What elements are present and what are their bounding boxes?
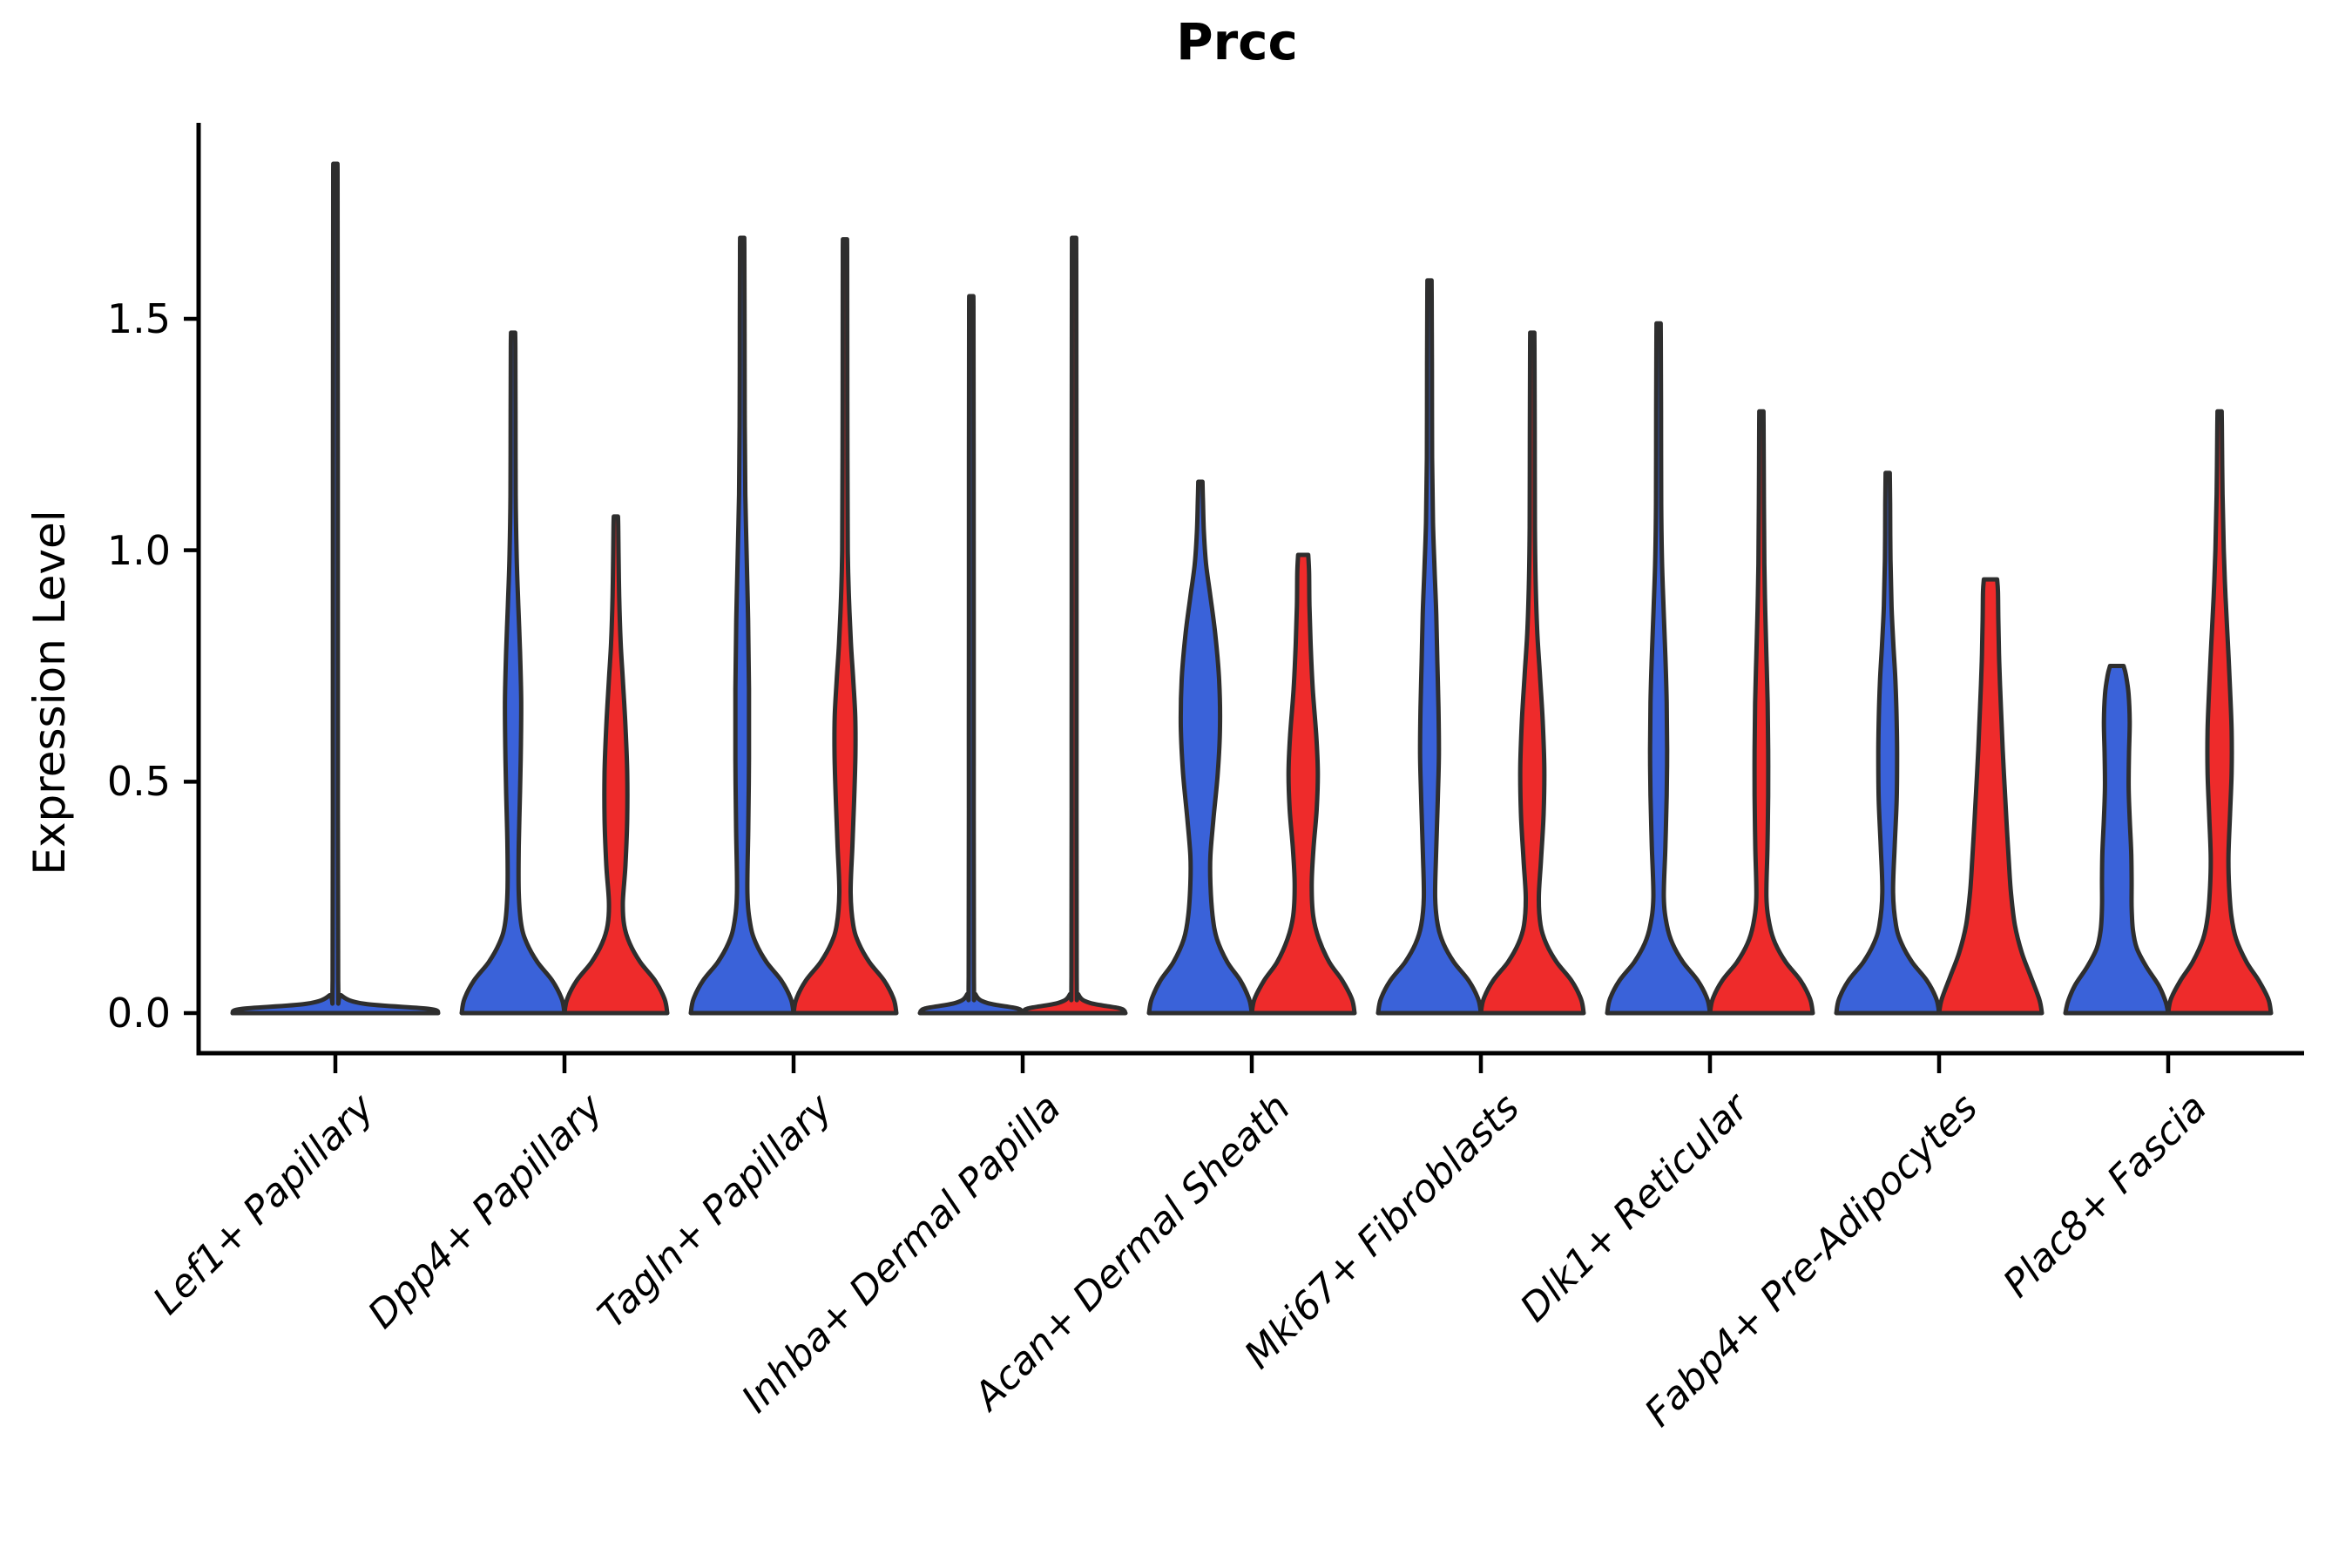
violin-condition-blue-cat1 xyxy=(459,330,567,1016)
violin-condition-blue-cat7 xyxy=(1834,470,1942,1016)
violin-condition-red-cat2 xyxy=(791,237,899,1016)
y-tick-label: 0.0 xyxy=(106,990,171,1037)
violin-condition-red-cat6 xyxy=(1707,409,1815,1016)
violin-condition-blue-cat4 xyxy=(1146,479,1254,1016)
violin-condition-red-cat8 xyxy=(2166,409,2274,1016)
violin-condition-blue-cat5 xyxy=(1375,278,1484,1016)
y-tick-label: 0.5 xyxy=(106,758,171,806)
violin-condition-red-cat5 xyxy=(1478,330,1586,1016)
violin-single-cat0 xyxy=(230,161,441,1016)
axes-group xyxy=(184,123,2304,1073)
violin-condition-blue-cat6 xyxy=(1605,321,1713,1016)
y-tick-label: 1.5 xyxy=(106,295,171,342)
violin-condition-red-cat1 xyxy=(562,514,670,1016)
y-tick-label: 1.0 xyxy=(106,526,171,574)
violin-condition-red-cat7 xyxy=(1936,577,2044,1016)
y-axis-label: Expression Level xyxy=(24,510,75,875)
chart-title: Prcc xyxy=(1176,12,1298,71)
violin-condition-blue-cat8 xyxy=(2063,664,2171,1016)
violin-condition-red-cat3 xyxy=(1020,235,1128,1016)
violin-condition-red-cat4 xyxy=(1249,552,1357,1016)
violin-condition-blue-cat3 xyxy=(917,294,1025,1016)
violin-condition-blue-cat2 xyxy=(688,235,796,1016)
violin-group xyxy=(230,161,2274,1016)
